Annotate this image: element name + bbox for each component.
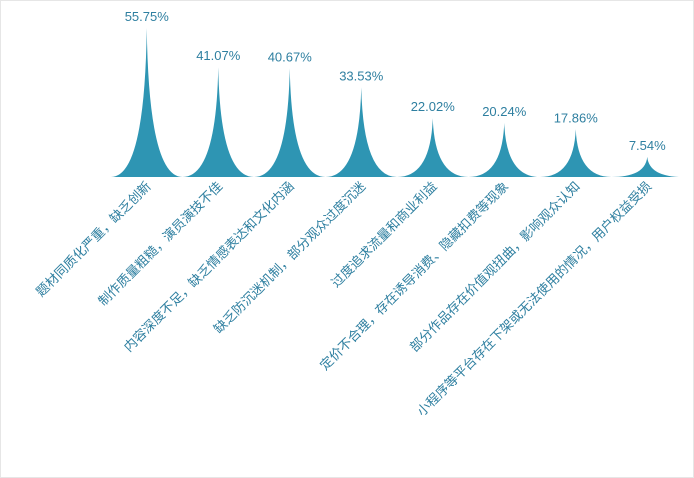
data-label: 33.53% (339, 68, 384, 83)
x-tick-label: 题材同质化严重，缺乏创新 (33, 179, 155, 301)
bar-spike (254, 68, 326, 177)
data-label: 55.75% (125, 9, 170, 24)
x-tick-label: 小程序等平台存在下架或无法使用的情况，用户权益受损 (414, 179, 655, 420)
bar-spike (540, 129, 612, 177)
bar-spike (468, 122, 540, 177)
data-label: 40.67% (268, 49, 313, 64)
data-label: 17.86% (554, 110, 599, 125)
data-label: 7.54% (629, 138, 666, 153)
bar-spike (325, 87, 397, 177)
bar-spike (397, 118, 469, 177)
bar-spike (111, 28, 183, 177)
data-label: 41.07% (196, 48, 241, 63)
data-label: 22.02% (411, 99, 456, 114)
x-tick-label: 制作质量粗糙，演员演技不佳 (95, 179, 226, 310)
bar-spike (611, 156, 683, 177)
data-label: 20.24% (482, 104, 527, 119)
x-tick-label: 缺乏防沉迷机制，部分观众过度沉迷 (211, 179, 369, 337)
bar-spike (182, 67, 254, 177)
